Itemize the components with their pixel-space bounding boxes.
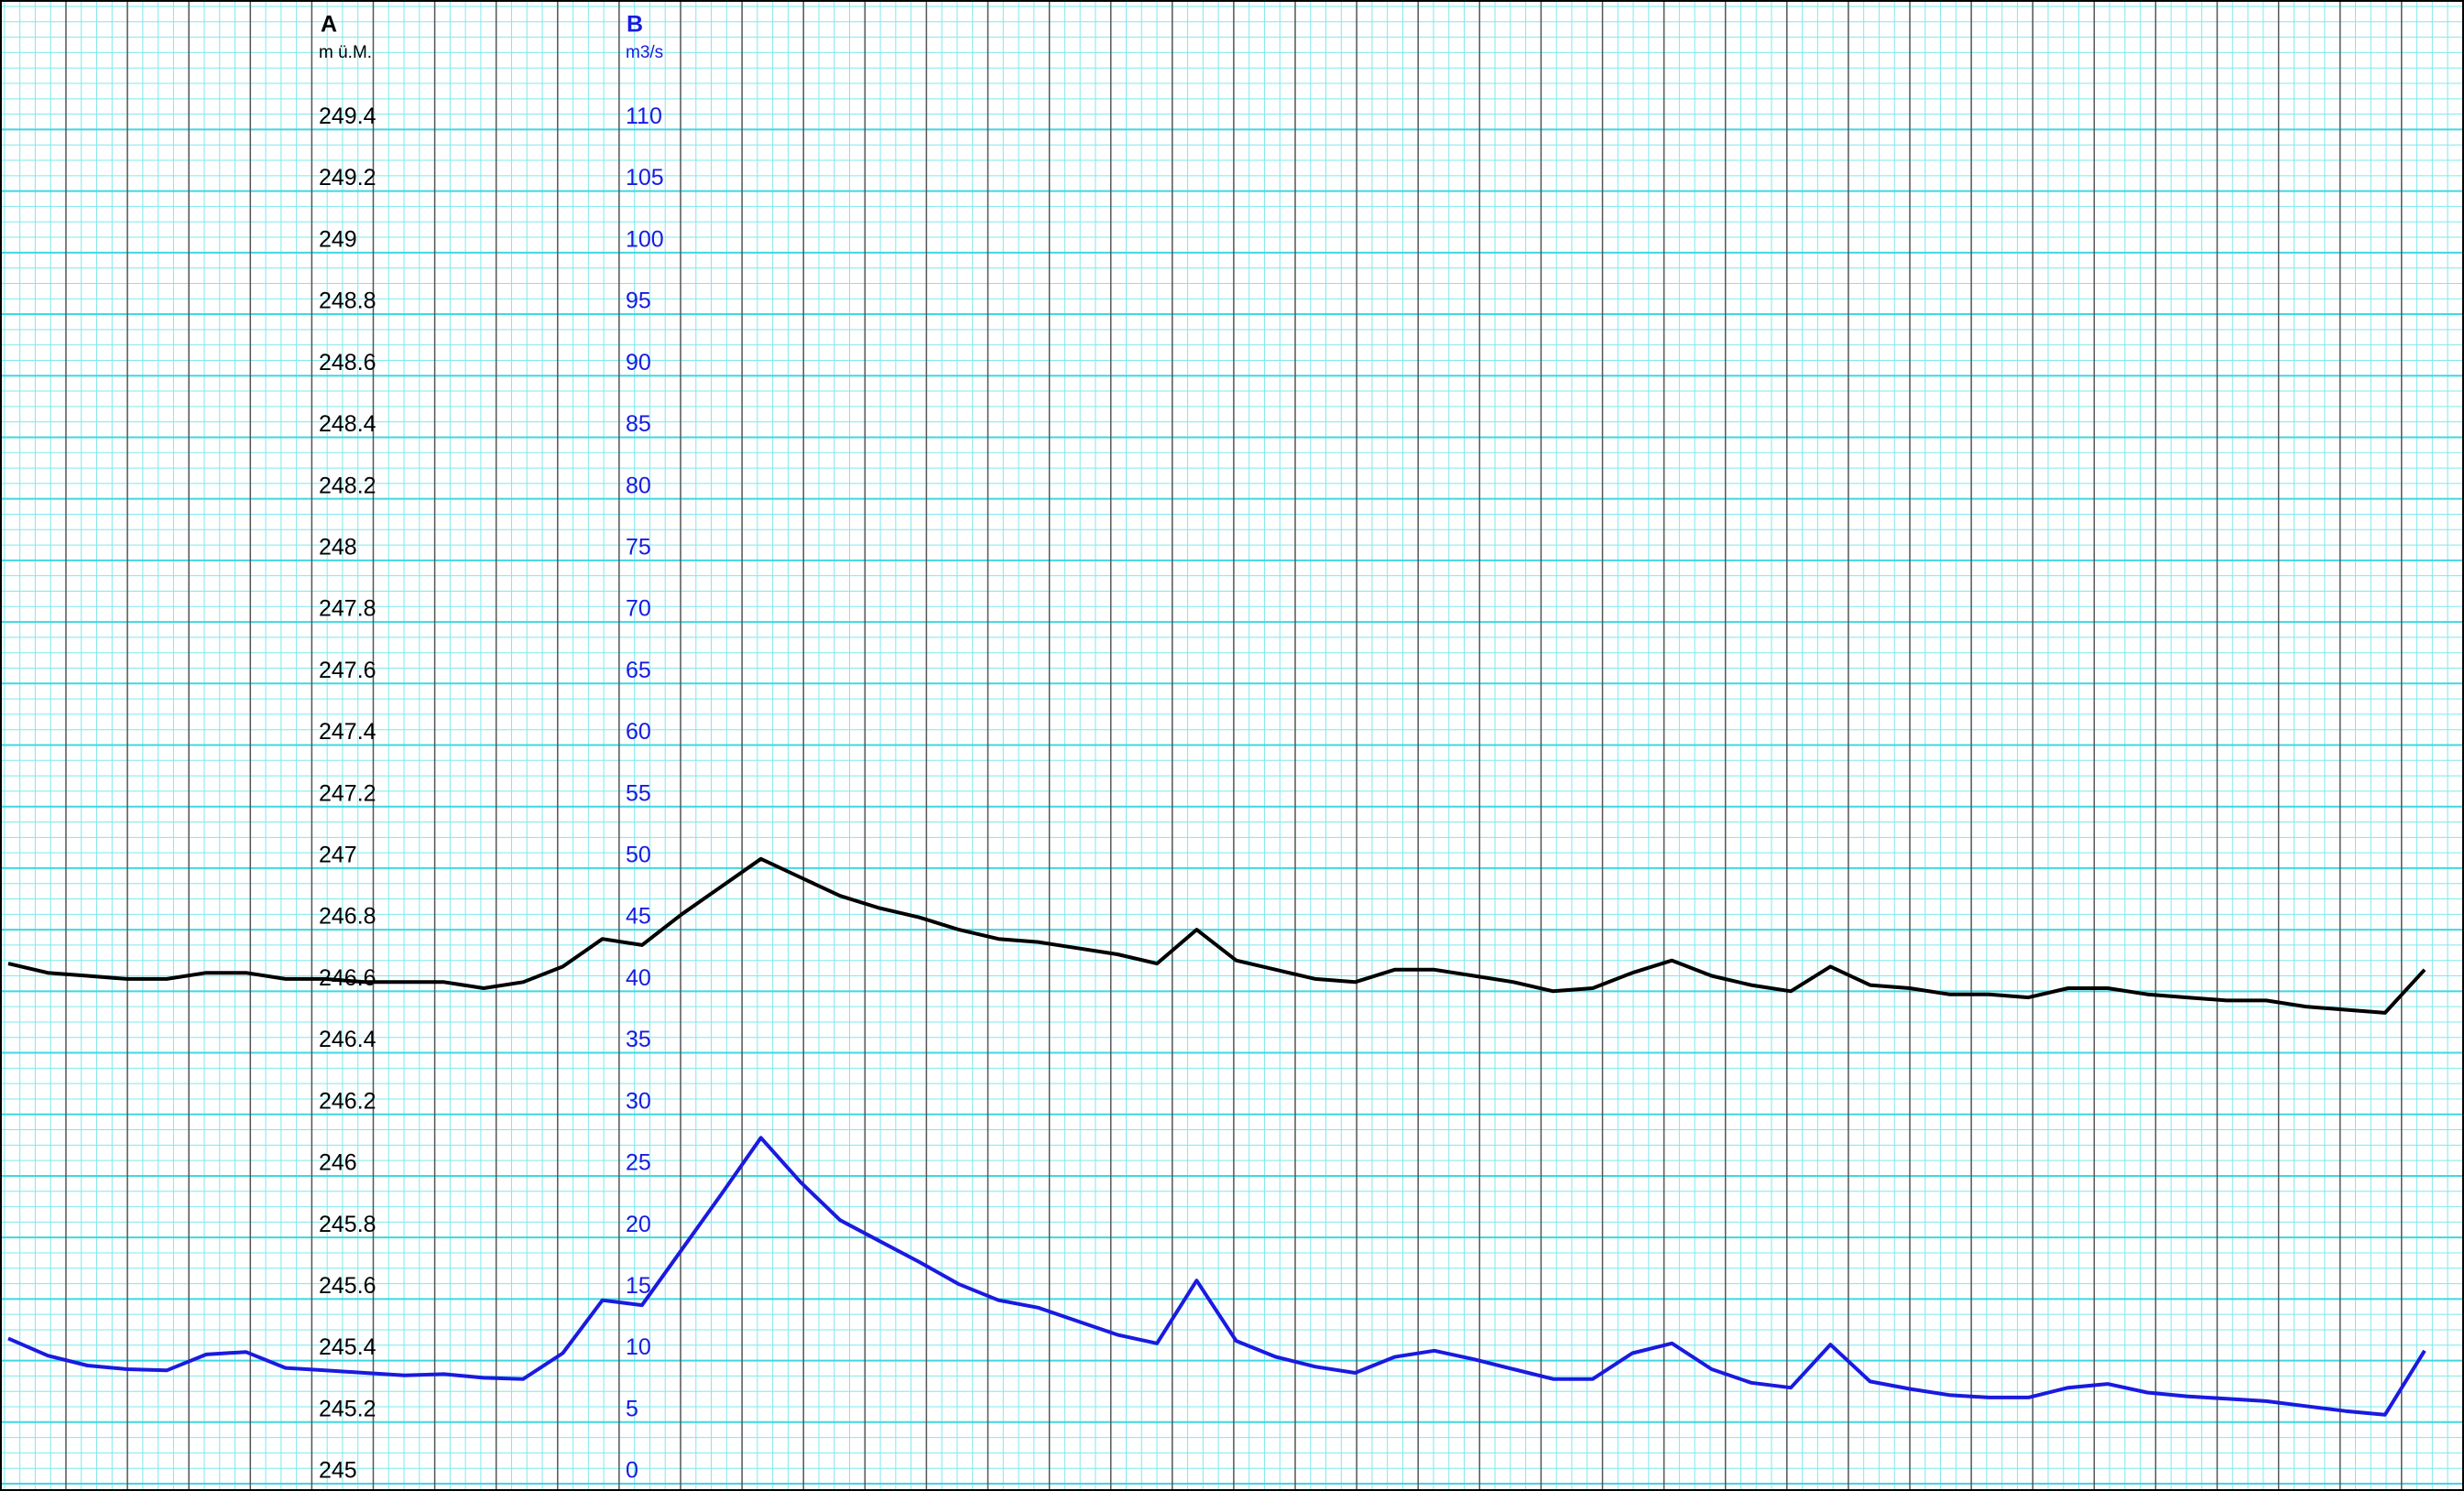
y-tick-label: 247.6 — [319, 658, 376, 683]
y-tick-label: 246.6 — [319, 965, 376, 991]
y-tick-label: 248 — [319, 534, 357, 560]
y2-tick-label: 15 — [626, 1273, 651, 1299]
y2-tick-label: 45 — [626, 904, 651, 930]
y-tick-label: 247.4 — [319, 719, 376, 745]
y2-tick-label: 105 — [626, 165, 664, 190]
y-tick-label: 246.2 — [319, 1088, 376, 1114]
y-tick-label: 246.8 — [319, 904, 376, 930]
y-tick-label: 246 — [319, 1150, 357, 1176]
y-tick-label: 249.2 — [319, 165, 376, 190]
y-tick-label: 246.4 — [319, 1027, 376, 1052]
y-tick-label: 248.4 — [319, 411, 376, 437]
y2-tick-label: 110 — [626, 103, 662, 129]
series-line — [7, 1136, 2426, 1417]
y-tick-label: 249.4 — [319, 103, 376, 129]
axis-b-name: B — [627, 12, 643, 38]
y-tick-label: 249 — [319, 226, 357, 252]
y2-tick-label: 25 — [626, 1150, 651, 1176]
y2-tick-label: 55 — [626, 780, 651, 806]
y2-tick-label: 40 — [626, 965, 651, 991]
y2-tick-label: 35 — [626, 1027, 651, 1052]
y2-tick-label: 5 — [626, 1396, 638, 1421]
y2-tick-label: 80 — [626, 473, 651, 498]
y2-tick-label: 100 — [626, 226, 664, 252]
y-tick-label: 248.6 — [319, 350, 376, 375]
y2-tick-label: 30 — [626, 1088, 651, 1114]
y-tick-label: 247 — [319, 843, 357, 868]
axis-a-unit: m ü.M. — [319, 43, 372, 62]
y2-tick-label: 10 — [626, 1334, 651, 1360]
lines — [7, 856, 2426, 1417]
axis-a-name: A — [321, 12, 337, 38]
y-tick-label: 247.8 — [319, 596, 376, 622]
y-tick-label: 245.6 — [319, 1273, 376, 1299]
y2-tick-label: 60 — [626, 719, 651, 745]
y2-tick-label: 85 — [626, 411, 651, 437]
y-tick-label: 248.2 — [319, 473, 376, 498]
y-tick-label: 247.2 — [319, 780, 376, 806]
y-tick-label: 245.4 — [319, 1334, 376, 1360]
y-tick-label: 245.2 — [319, 1396, 376, 1421]
y2-tick-label: 95 — [626, 288, 651, 314]
series-line — [7, 856, 2426, 1015]
axis-b-unit: m3/s — [626, 43, 663, 62]
labels: A m ü.M. B m3/s 245 245.2 245.4 245.6 245.8 2… — [319, 12, 664, 1484]
y2-tick-label: 90 — [626, 350, 651, 375]
y2-tick-label: 50 — [626, 843, 651, 868]
y2-tick-label: 70 — [626, 596, 651, 622]
y-tick-label: 248.8 — [319, 288, 376, 314]
y2-tick-label: 65 — [626, 658, 651, 683]
y2-tick-label: 20 — [626, 1212, 651, 1237]
y2-tick-label: 0 — [626, 1458, 638, 1484]
y2-tick-label: 75 — [626, 534, 651, 560]
y-tick-label: 245 — [319, 1458, 357, 1484]
y-tick-label: 245.8 — [319, 1212, 376, 1237]
